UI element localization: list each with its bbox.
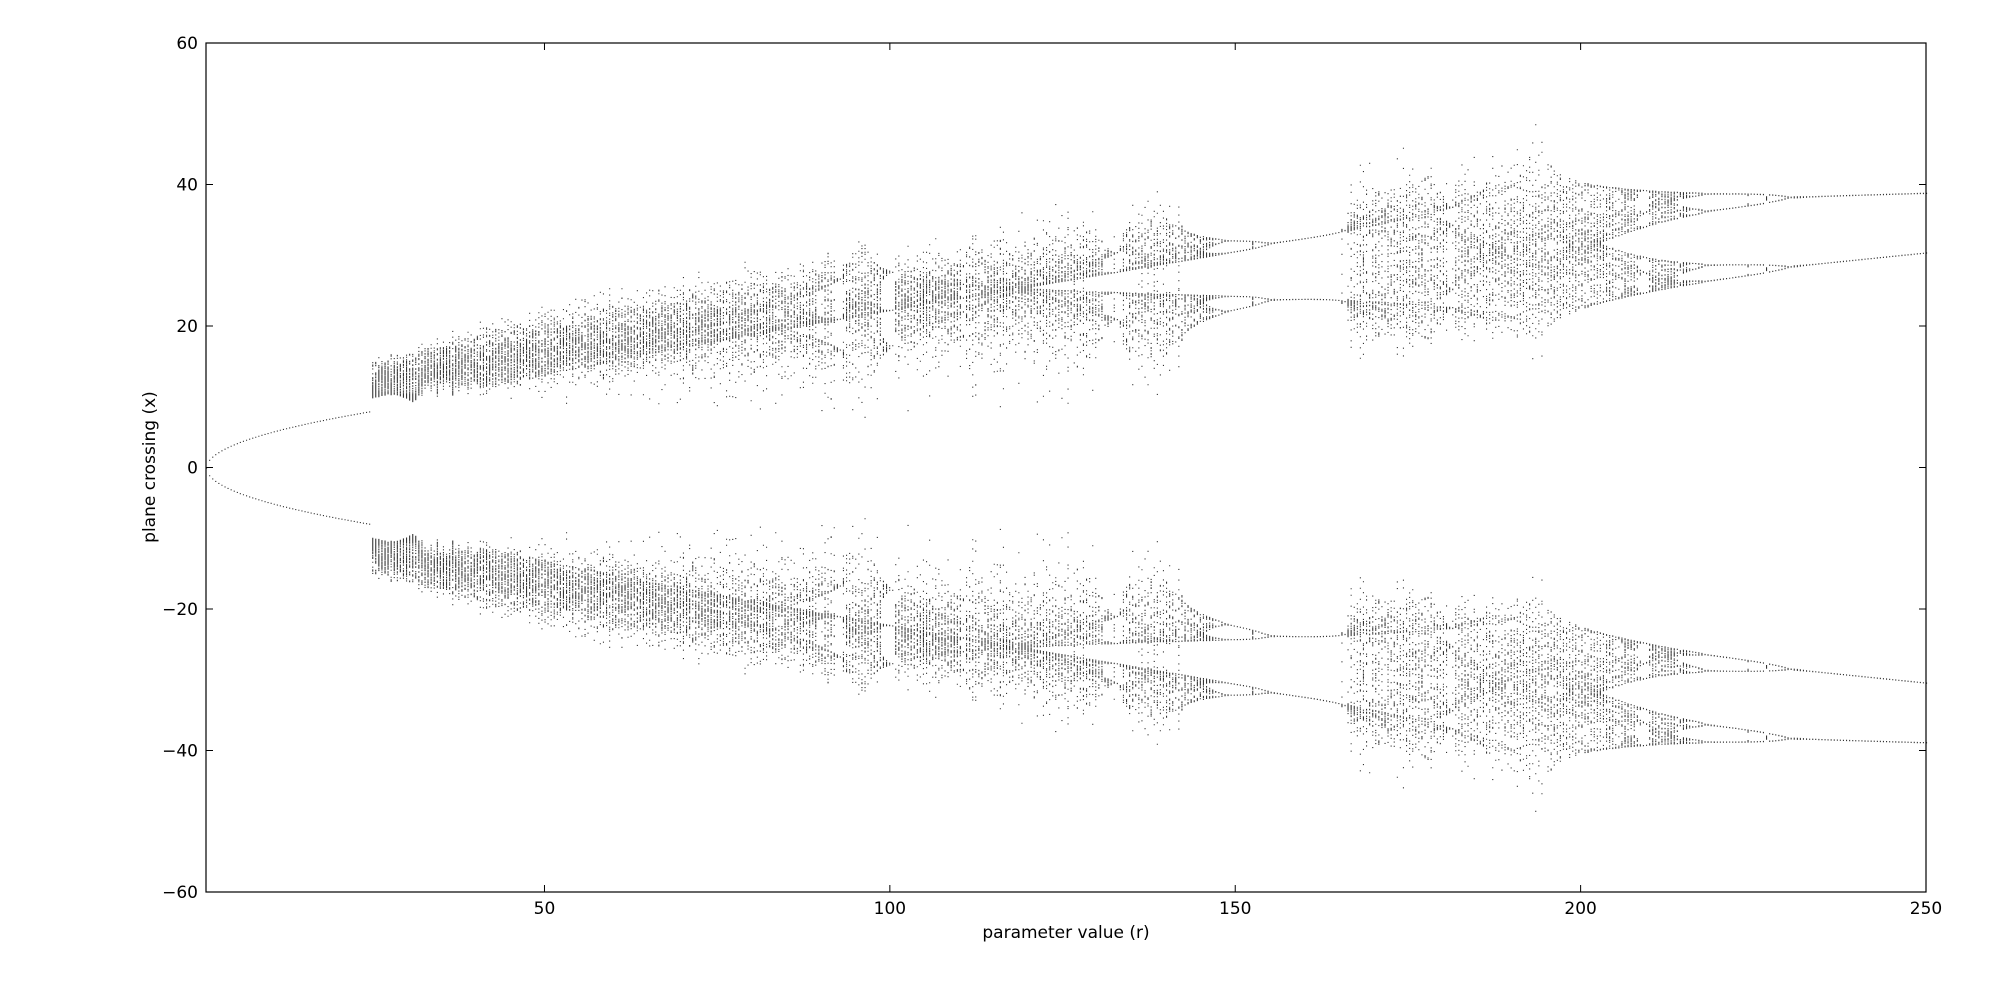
y-axis-ticks: −60 −40 −20 0 20 40 60 bbox=[162, 34, 1926, 903]
y-tick-label: −20 bbox=[162, 600, 198, 620]
y-tick-label: 0 bbox=[187, 459, 198, 479]
y-tick-label: −40 bbox=[162, 742, 198, 762]
y-tick-label: 20 bbox=[176, 317, 198, 337]
y-tick-label: 40 bbox=[176, 176, 198, 196]
x-tick-label: 250 bbox=[1910, 899, 1942, 919]
x-axis-ticks: 50 100 150 200 250 bbox=[534, 43, 1942, 919]
y-axis-label: plane crossing (x) bbox=[140, 391, 160, 543]
x-tick-label: 100 bbox=[874, 899, 906, 919]
y-tick-label: 60 bbox=[176, 34, 198, 54]
x-tick-label: 150 bbox=[1219, 899, 1251, 919]
x-tick-label: 200 bbox=[1564, 899, 1596, 919]
x-axis-label: parameter value (r) bbox=[982, 923, 1149, 943]
y-tick-label: −60 bbox=[162, 883, 198, 903]
x-tick-label: 50 bbox=[534, 899, 556, 919]
